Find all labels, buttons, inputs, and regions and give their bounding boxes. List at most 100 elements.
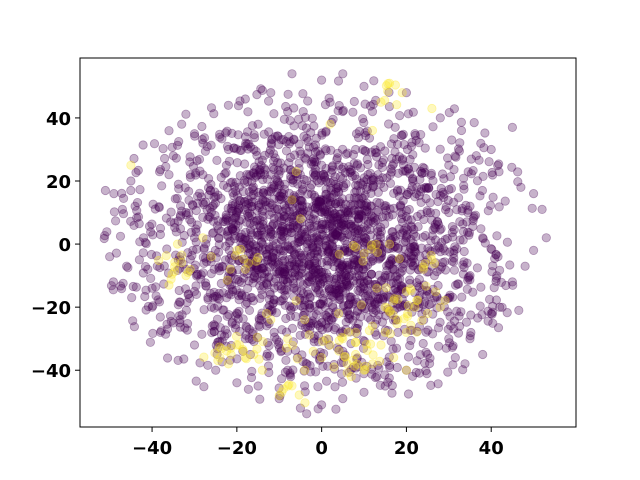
- data-point-class-0: [225, 262, 235, 272]
- data-point-class-0: [264, 351, 275, 361]
- data-point-class-0: [276, 229, 286, 240]
- data-point-class-0: [271, 249, 281, 259]
- data-point-class-0: [387, 299, 398, 309]
- data-point-class-0: [329, 189, 339, 199]
- data-point-class-0: [324, 93, 334, 103]
- data-point-class-0: [528, 189, 539, 199]
- data-point-class-0: [161, 213, 171, 223]
- data-point-class-0: [212, 293, 223, 303]
- data-point-class-0: [273, 211, 283, 221]
- data-point-class-0: [327, 165, 337, 175]
- data-point-class-0: [255, 315, 265, 325]
- data-point-class-0: [430, 235, 441, 245]
- data-point-class-0: [418, 338, 428, 349]
- data-point-class-1: [403, 300, 413, 311]
- data-point-class-0: [462, 284, 472, 294]
- data-point-class-0: [342, 208, 353, 218]
- data-point-class-0: [199, 305, 209, 315]
- data-point-class-0: [313, 285, 323, 295]
- data-point-class-0: [302, 133, 312, 143]
- data-point-class-0: [184, 195, 194, 205]
- data-point-class-0: [242, 170, 252, 180]
- data-point-class-0: [492, 271, 502, 281]
- data-point-class-0: [280, 267, 290, 277]
- data-point-class-0: [188, 161, 198, 171]
- data-point-class-0: [385, 204, 395, 214]
- data-point-class-0: [129, 322, 139, 332]
- data-point-class-0: [357, 193, 367, 203]
- data-point-class-0: [147, 283, 157, 293]
- data-point-class-0: [321, 195, 331, 205]
- data-point-class-0: [344, 193, 355, 203]
- data-point-class-0: [274, 337, 284, 347]
- data-point-class-0: [296, 196, 306, 206]
- data-point-class-0: [386, 139, 396, 149]
- data-point-class-0: [294, 231, 304, 241]
- data-point-class-0: [328, 224, 338, 234]
- data-point-class-0: [385, 259, 395, 269]
- data-point-class-0: [483, 206, 493, 216]
- data-point-class-0: [231, 211, 241, 221]
- data-point-class-0: [395, 201, 405, 211]
- data-point-class-0: [425, 198, 435, 208]
- data-point-class-0: [430, 223, 440, 233]
- data-point-class-0: [201, 197, 211, 207]
- data-point-class-0: [487, 167, 497, 178]
- data-point-class-0: [408, 251, 419, 261]
- data-point-class-0: [296, 229, 306, 239]
- data-point-class-0: [298, 356, 308, 367]
- data-point-class-0: [257, 85, 267, 96]
- data-point-class-0: [320, 288, 330, 298]
- data-point-class-0: [303, 322, 313, 332]
- data-point-class-0: [223, 100, 233, 110]
- data-point-class-0: [275, 296, 285, 306]
- data-point-class-0: [340, 243, 350, 253]
- data-point-class-0: [375, 380, 385, 390]
- data-point-class-0: [303, 148, 313, 158]
- data-point-class-0: [449, 165, 459, 175]
- data-point-class-0: [453, 193, 464, 203]
- data-point-class-0: [312, 274, 322, 284]
- data-point-class-0: [465, 201, 475, 211]
- data-point-class-0: [475, 301, 485, 311]
- data-point-class-1: [222, 275, 232, 285]
- data-point-class-0: [399, 140, 409, 150]
- data-point-class-0: [449, 265, 459, 275]
- data-point-class-0: [130, 201, 140, 211]
- data-point-class-0: [302, 176, 312, 186]
- data-point-class-0: [262, 280, 273, 290]
- data-point-class-0: [278, 294, 288, 304]
- data-point-class-1: [266, 315, 276, 325]
- data-point-class-0: [310, 157, 320, 167]
- data-point-class-0: [306, 223, 316, 233]
- data-point-class-0: [269, 109, 279, 119]
- data-point-class-1: [226, 349, 236, 360]
- x-tick-label: 0: [315, 438, 328, 459]
- data-point-class-0: [277, 224, 287, 234]
- data-point-class-0: [349, 260, 359, 270]
- data-point-class-0: [256, 226, 266, 236]
- data-point-class-0: [458, 260, 468, 270]
- data-point-class-0: [491, 250, 501, 260]
- data-point-class-0: [528, 245, 539, 255]
- data-point-class-0: [197, 329, 207, 339]
- data-point-class-0: [449, 197, 459, 207]
- data-point-class-0: [233, 101, 244, 111]
- data-point-class-0: [232, 207, 242, 218]
- data-point-class-0: [427, 215, 437, 225]
- data-point-class-0: [268, 298, 279, 308]
- data-point-class-0: [276, 235, 286, 245]
- data-point-class-0: [317, 299, 327, 309]
- data-point-class-0: [393, 275, 403, 285]
- data-point-class-0: [289, 206, 299, 216]
- data-point-class-1: [390, 80, 400, 90]
- data-point-class-0: [368, 254, 378, 264]
- data-point-class-1: [170, 262, 180, 272]
- data-point-class-0: [349, 205, 359, 215]
- data-point-class-0: [331, 230, 341, 240]
- data-point-class-0: [222, 213, 232, 223]
- data-point-class-0: [439, 302, 449, 312]
- data-point-class-1: [308, 346, 318, 356]
- data-point-class-0: [231, 144, 242, 154]
- y-tick-label: −20: [31, 298, 71, 319]
